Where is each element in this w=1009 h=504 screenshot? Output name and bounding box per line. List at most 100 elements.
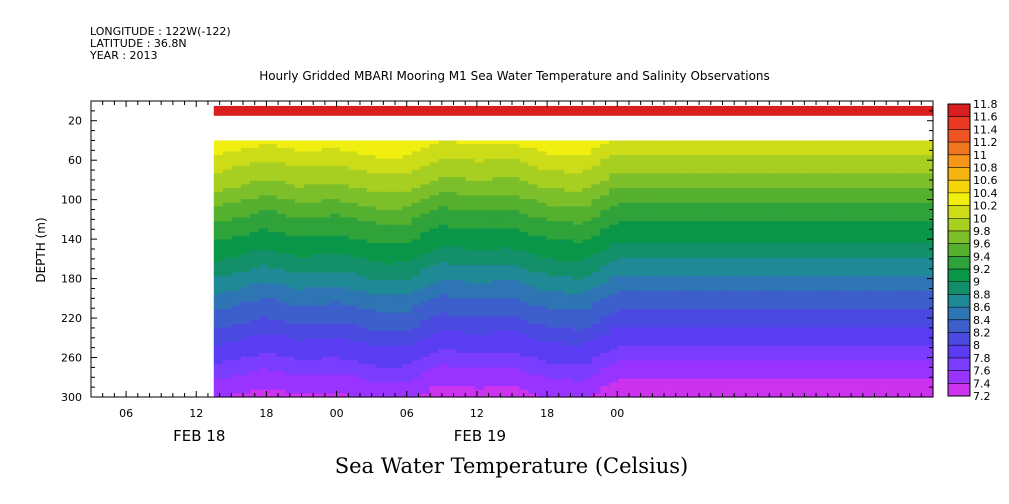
heatmap-cell: [816, 305, 826, 310]
heatmap-cell: [294, 217, 305, 222]
heatmap-cell: [816, 261, 826, 266]
heatmap-cell: [843, 184, 853, 189]
heatmap-cell: [357, 239, 368, 244]
heatmap-cell: [636, 283, 646, 288]
heatmap-cell: [591, 323, 601, 328]
heatmap-cell: [393, 177, 404, 182]
heatmap-cell: [762, 268, 772, 273]
heatmap-cell: [492, 199, 503, 204]
heatmap-cell: [456, 272, 467, 277]
heatmap-cell: [420, 235, 431, 241]
heatmap-cell: [330, 151, 341, 156]
heatmap-cell: [384, 364, 395, 369]
heatmap-cell: [267, 331, 278, 336]
heatmap-cell: [438, 356, 449, 361]
heatmap-cell: [537, 323, 548, 328]
heatmap-cell: [420, 294, 431, 299]
heatmap-cell: [798, 364, 808, 369]
heatmap-cell: [582, 265, 592, 270]
heatmap-cell: [312, 305, 323, 310]
heatmap-cell: [240, 342, 251, 347]
heatmap-cell: [474, 224, 485, 230]
heatmap-cell: [771, 254, 781, 259]
heatmap-cell: [780, 177, 790, 182]
heatmap-cell: [600, 305, 610, 310]
heatmap-cell: [249, 151, 260, 156]
heatmap-cell: [591, 199, 601, 204]
heatmap-cell: [708, 342, 718, 347]
heatmap-cell: [600, 224, 610, 230]
heatmap-cell: [474, 180, 485, 186]
heatmap-cell: [249, 173, 260, 178]
heatmap-cell: [780, 257, 790, 263]
heatmap-cell: [654, 360, 664, 365]
heatmap-cell: [636, 389, 646, 394]
heatmap-cell: [807, 353, 817, 358]
heatmap-cell: [825, 268, 835, 273]
heatmap-cell: [240, 386, 251, 391]
heatmap-cell: [465, 312, 476, 317]
heatmap-cell: [339, 283, 350, 288]
heatmap-cell: [321, 312, 332, 317]
heatmap-cell: [663, 224, 673, 230]
heatmap-cell: [537, 334, 548, 339]
heatmap-cell: [294, 180, 305, 186]
heatmap-cell: [321, 246, 332, 252]
heatmap-cell: [348, 206, 359, 211]
heatmap-cell: [420, 140, 431, 145]
heatmap-cell: [564, 386, 574, 391]
heatmap-cell: [834, 191, 844, 197]
heatmap-cell: [852, 221, 862, 226]
heatmap-cell: [492, 301, 503, 306]
heatmap-cell: [726, 188, 736, 193]
heatmap-cell: [798, 353, 808, 358]
heatmap-cell: [789, 338, 799, 343]
heatmap-cell: [348, 312, 359, 317]
heatmap-cell: [276, 389, 287, 394]
heatmap-cell: [690, 188, 700, 193]
heatmap-cell: [348, 349, 359, 354]
heatmap-cell: [357, 276, 368, 281]
heatmap-cell: [645, 173, 655, 178]
heatmap-cell: [654, 246, 664, 252]
heatmap-cell: [762, 294, 772, 299]
heatmap-cell: [222, 342, 233, 347]
heatmap-cell: [645, 323, 655, 328]
heatmap-cell: [366, 144, 377, 149]
heatmap-cell: [474, 287, 485, 292]
heatmap-cell: [744, 250, 754, 255]
heatmap-cell: [411, 316, 422, 321]
heatmap-cell: [681, 331, 691, 336]
heatmap-cell: [222, 235, 233, 241]
heatmap-cell: [456, 166, 467, 171]
heatmap-cell: [501, 283, 512, 288]
heatmap-cell: [654, 144, 664, 149]
heatmap-cell: [717, 334, 727, 339]
heatmap-cell: [816, 250, 826, 255]
heatmap-cell: [762, 327, 772, 332]
heatmap-cell: [591, 298, 601, 303]
heatmap-cell: [564, 375, 574, 380]
heatmap-cell: [555, 327, 566, 332]
heatmap-cell: [411, 287, 422, 292]
heatmap-cell: [618, 243, 628, 248]
heatmap-cell: [564, 184, 574, 189]
heatmap-cell: [276, 246, 287, 252]
heatmap-cell: [771, 199, 781, 204]
heatmap-cell: [654, 232, 664, 237]
heatmap-cell: [501, 250, 512, 255]
heatmap-cell: [285, 298, 296, 303]
heatmap-cell: [330, 188, 341, 193]
heatmap-cell: [627, 224, 637, 230]
heatmap-cell: [483, 206, 494, 211]
heatmap-cell: [438, 191, 449, 197]
heatmap-cell: [438, 305, 449, 310]
heatmap-cell: [699, 334, 709, 339]
heatmap-cell: [411, 232, 422, 237]
heatmap-cell: [339, 320, 350, 325]
heatmap-cell: [384, 155, 395, 160]
heatmap-cell: [447, 221, 458, 226]
heatmap-cell: [366, 224, 377, 230]
heatmap-cell: [618, 367, 628, 372]
heatmap-cell: [609, 393, 619, 398]
